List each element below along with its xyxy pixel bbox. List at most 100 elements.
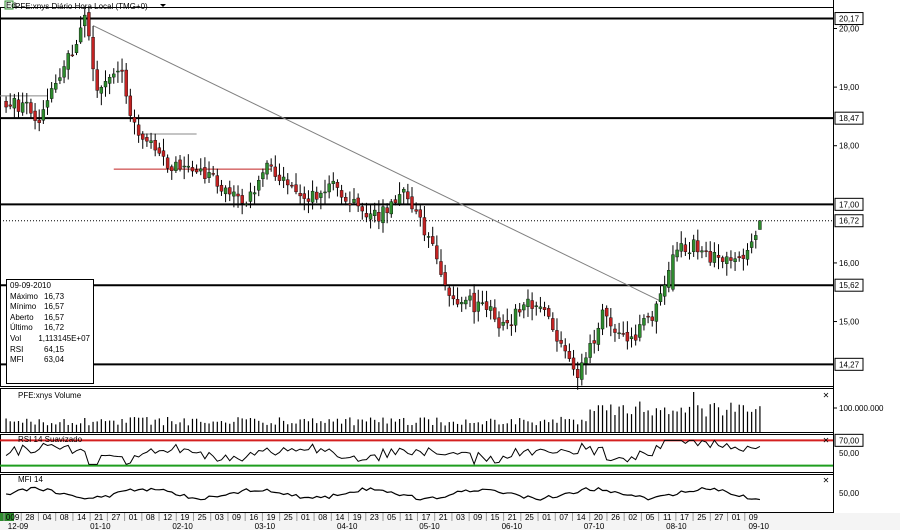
- volume-bar: [440, 422, 442, 432]
- info-key: MFI: [10, 355, 24, 365]
- volume-bar: [340, 423, 343, 432]
- volume-bar: [593, 411, 595, 432]
- candle-body: [402, 188, 406, 193]
- candle-body: [170, 166, 174, 171]
- volume-bar: [26, 418, 28, 432]
- candle-body: [447, 287, 451, 296]
- volume-bar: [175, 424, 177, 432]
- candle-body: [725, 256, 729, 264]
- info-value: 1,113145E+07: [38, 333, 90, 343]
- candle-body: [683, 244, 688, 252]
- candle-body: [223, 187, 228, 195]
- volume-bar: [510, 419, 513, 432]
- rsi-panel: RSI 14 Suavizado ✕ 70,00 50,00: [0, 433, 864, 467]
- time-tick-label: 26: [611, 513, 620, 522]
- volume-bar: [539, 421, 541, 432]
- candle-body: [501, 321, 505, 326]
- volume-bar: [59, 422, 61, 432]
- candle-body: [107, 77, 112, 84]
- level-label: 20,17: [839, 15, 860, 24]
- time-tick-label: 25: [697, 513, 706, 522]
- time-tick-label: 08: [146, 513, 155, 522]
- volume-bar: [278, 417, 281, 432]
- volume-bar: [84, 418, 86, 432]
- candle-body: [464, 299, 468, 305]
- volume-bar: [46, 425, 49, 432]
- volume-bar: [581, 419, 583, 432]
- candle-body: [513, 308, 518, 326]
- volume-bar: [320, 421, 322, 432]
- candle-body: [211, 173, 215, 175]
- volume-bar: [17, 421, 20, 432]
- volume-bar: [249, 418, 252, 432]
- candle-body: [29, 102, 33, 114]
- candle-body: [443, 272, 447, 286]
- volume-bar: [701, 408, 703, 432]
- candle-body: [339, 190, 344, 198]
- volume-bar: [171, 421, 173, 432]
- rsi-label-box: [834, 433, 864, 447]
- price-tick-label: 16,00: [839, 259, 860, 268]
- volume-bar: [121, 419, 123, 432]
- candle-body: [509, 324, 514, 326]
- candle-body: [348, 203, 352, 206]
- candle-body: [600, 309, 605, 330]
- volume-bar: [639, 401, 641, 432]
- candle-body: [729, 257, 733, 261]
- candle-body: [141, 133, 145, 140]
- volume-bar: [328, 419, 330, 432]
- time-tick-label: 05: [646, 513, 655, 522]
- month-label: 12-09: [8, 522, 29, 530]
- candle-body: [306, 198, 311, 202]
- candle-body: [165, 157, 170, 169]
- volume-bar: [332, 421, 334, 432]
- candle-body: [364, 213, 369, 218]
- time-tick-label: 09: [232, 513, 241, 522]
- time-axis-bg: [0, 513, 900, 530]
- volume-bar: [142, 417, 144, 432]
- candle-body: [741, 254, 746, 259]
- dropdown-arrow-icon[interactable]: [160, 4, 166, 7]
- candle-body: [691, 239, 696, 252]
- time-tick-label: 08: [318, 513, 327, 522]
- candle-body: [87, 12, 91, 37]
- candle-body: [49, 88, 54, 99]
- volume-bar: [548, 422, 550, 432]
- volume-bar: [183, 418, 185, 432]
- volume-bar: [233, 421, 235, 432]
- volume-bar: [494, 419, 496, 432]
- volume-bar: [709, 404, 711, 432]
- time-tick-label: 17: [422, 513, 431, 522]
- volume-bar: [382, 417, 384, 432]
- volume-bar: [461, 424, 463, 432]
- volume-bar: [133, 417, 136, 432]
- candle-body: [588, 343, 592, 358]
- month-label: 07-10: [584, 522, 605, 530]
- volume-bar: [622, 405, 624, 432]
- volume-bar: [212, 421, 214, 432]
- volume-bar: [109, 420, 111, 432]
- volume-bar: [527, 421, 529, 432]
- candle-body: [12, 98, 17, 109]
- time-tick-label: 08: [60, 513, 69, 522]
- volume-bar: [390, 418, 392, 432]
- volume-bar: [150, 424, 152, 432]
- candle-body: [493, 307, 497, 320]
- candle-body: [592, 340, 596, 344]
- volume-bar: [9, 421, 11, 432]
- info-row: Vol 1,113145E+07: [10, 334, 90, 345]
- candle-body: [157, 147, 162, 154]
- candle-body: [696, 240, 700, 253]
- candle-body: [368, 213, 373, 220]
- volume-bar: [291, 423, 293, 432]
- volume-bar: [216, 421, 218, 432]
- candle-body: [563, 345, 567, 352]
- time-tick-label: 25: [284, 513, 293, 522]
- info-row: Mínimo 16,57: [10, 302, 90, 313]
- candle-body: [215, 175, 220, 187]
- volume-bar: [303, 418, 305, 432]
- rsi-axis-label: 70,00: [839, 436, 860, 445]
- candle-body: [484, 301, 489, 310]
- time-axis[interactable]: 009 28 04 08 14 21 27 01 08 12 19 25 03 09 16 19 25 01 08 1…: [0, 513, 900, 530]
- candle-body: [538, 306, 543, 309]
